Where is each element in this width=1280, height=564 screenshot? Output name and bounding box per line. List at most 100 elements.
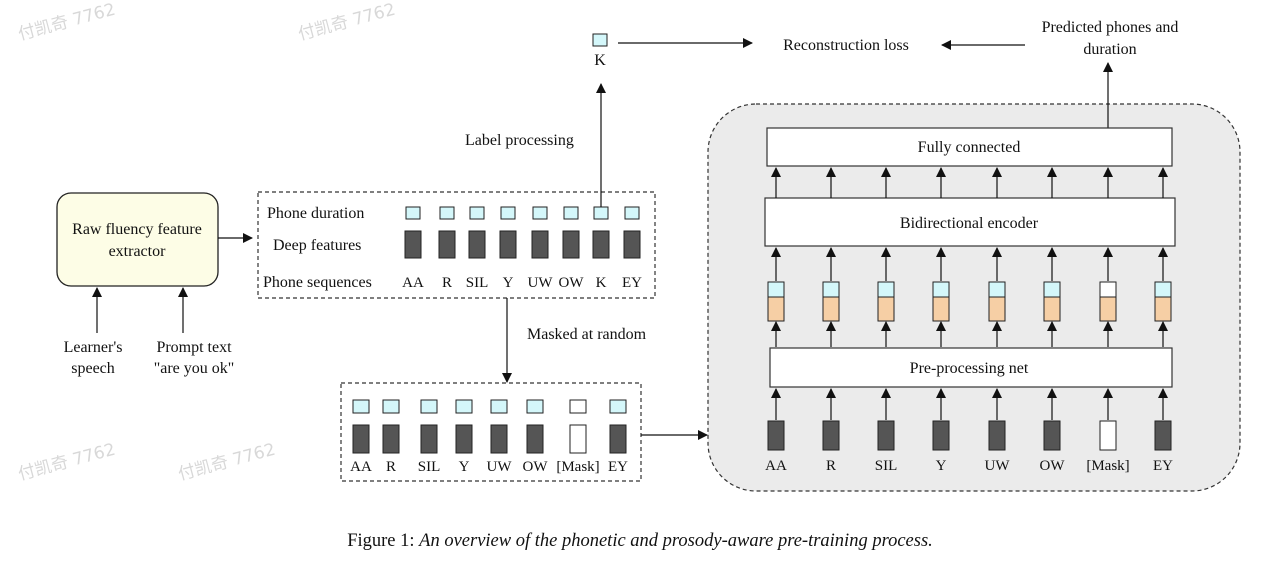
duration-embedding bbox=[932, 281, 950, 298]
phone-label: [Mask] bbox=[556, 459, 599, 475]
deep-feature-box bbox=[623, 230, 641, 259]
phone-duration-label: Phone duration bbox=[267, 205, 364, 222]
feature-embedding bbox=[822, 296, 840, 322]
feature-extractor-box bbox=[56, 192, 219, 287]
phone-label: Y bbox=[459, 459, 470, 475]
duration-embedding bbox=[822, 281, 840, 298]
phone-sequences-label: Phone sequences bbox=[263, 274, 372, 291]
reconstruction-loss: Reconstruction loss bbox=[783, 37, 909, 54]
phone-label: K bbox=[596, 275, 607, 291]
phone-duration-box bbox=[352, 399, 370, 414]
deep-features-label: Deep features bbox=[273, 237, 361, 254]
watermark-text: 付凯奇 7762 bbox=[16, 0, 117, 45]
phone-label: OW bbox=[1040, 458, 1066, 474]
phone-duration-box bbox=[563, 206, 579, 220]
input-feature-box bbox=[1043, 420, 1061, 451]
phone-label: AA bbox=[402, 275, 424, 291]
watermark-text: 付凯奇 7762 bbox=[16, 440, 117, 485]
masked-at-random-label: Masked at random bbox=[527, 326, 647, 343]
phone-label: UW bbox=[487, 459, 513, 475]
phone-duration-box bbox=[469, 206, 485, 220]
deep-feature-box bbox=[609, 424, 627, 454]
deep-feature-box bbox=[438, 230, 456, 259]
phone-duration-box bbox=[405, 206, 421, 220]
speech-label-line1: Learner's bbox=[64, 339, 123, 356]
phone-duration-box bbox=[532, 206, 548, 220]
duration-embedding bbox=[1154, 281, 1172, 298]
duration-embedding bbox=[877, 281, 895, 298]
masked-features-box bbox=[340, 382, 642, 482]
preprocessing-net bbox=[769, 347, 1173, 388]
duration-embedding bbox=[767, 281, 785, 298]
masked-input-box bbox=[1099, 420, 1117, 451]
phone-label: R bbox=[386, 459, 396, 475]
prompt-label-line1: Prompt text bbox=[156, 339, 232, 356]
feature-embedding bbox=[767, 296, 785, 322]
encoder-label: Bidirectional encoder bbox=[900, 215, 1039, 232]
feature-embedding bbox=[988, 296, 1006, 322]
phone-duration-box bbox=[490, 399, 508, 414]
phone-label: AA bbox=[765, 458, 787, 474]
phone-label: SIL bbox=[466, 275, 489, 291]
deep-feature-box bbox=[420, 424, 438, 454]
masked-duration-box bbox=[569, 399, 587, 414]
phone-label: EY bbox=[622, 275, 642, 291]
phone-label: SIL bbox=[418, 459, 441, 475]
phone-duration-box bbox=[593, 206, 609, 220]
phone-duration-box bbox=[624, 206, 640, 220]
feature-embedding bbox=[1154, 296, 1172, 322]
phone-duration-box bbox=[609, 399, 627, 414]
fully-connected-layer bbox=[766, 127, 1173, 167]
phone-duration-box bbox=[500, 206, 516, 220]
phone-label: OW bbox=[523, 459, 549, 475]
deep-feature-box bbox=[499, 230, 517, 259]
deep-feature-box bbox=[562, 230, 580, 259]
phone-label: R bbox=[442, 275, 452, 291]
phone-label: Y bbox=[503, 275, 514, 291]
input-feature-box bbox=[1154, 420, 1172, 451]
figure-caption: Figure 1: An overview of the phonetic an… bbox=[347, 531, 933, 551]
deep-feature-box bbox=[352, 424, 370, 454]
masked-feature-box bbox=[569, 424, 587, 454]
deep-feature-box bbox=[490, 424, 508, 454]
extractor-label-line2: extractor bbox=[109, 243, 167, 260]
phone-label: EY bbox=[608, 459, 628, 475]
speech-label-line2: speech bbox=[71, 360, 115, 377]
watermark-text: 付凯奇 7762 bbox=[176, 440, 277, 485]
input-feature-box bbox=[988, 420, 1006, 451]
caption-text: An overview of the phonetic and prosody-… bbox=[417, 531, 933, 551]
caption-prefix: Figure 1: bbox=[347, 531, 414, 551]
phone-label: UW bbox=[528, 275, 554, 291]
predicted-label-line2: duration bbox=[1083, 41, 1136, 58]
phone-duration-box bbox=[382, 399, 400, 414]
deep-feature-box bbox=[531, 230, 549, 259]
prompt-label-line2: "are you ok" bbox=[154, 360, 235, 377]
deep-feature-box bbox=[468, 230, 486, 259]
predicted-label-line1: Predicted phones and bbox=[1042, 19, 1179, 36]
bidirectional-encoder bbox=[764, 197, 1176, 247]
target-label: K bbox=[594, 52, 606, 69]
input-feature-box bbox=[767, 420, 785, 451]
feature-embedding bbox=[932, 296, 950, 322]
phone-label: R bbox=[826, 458, 836, 474]
phone-label: EY bbox=[1153, 458, 1173, 474]
deep-feature-box bbox=[455, 424, 473, 454]
input-feature-box bbox=[822, 420, 840, 451]
extractor-label-line1: Raw fluency feature bbox=[72, 221, 202, 238]
deep-feature-box bbox=[382, 424, 400, 454]
input-feature-box bbox=[877, 420, 895, 451]
features-box bbox=[257, 191, 656, 299]
feature-embedding bbox=[1099, 296, 1117, 322]
target-duration-box bbox=[592, 33, 608, 47]
phone-duration-box bbox=[526, 399, 544, 414]
input-feature-box bbox=[932, 420, 950, 451]
fully-connected-label: Fully connected bbox=[918, 139, 1021, 156]
phone-duration-box bbox=[420, 399, 438, 414]
feature-embedding bbox=[877, 296, 895, 322]
phone-duration-box bbox=[455, 399, 473, 414]
phone-duration-box bbox=[439, 206, 455, 220]
masked-duration-embedding bbox=[1099, 281, 1117, 298]
deep-feature-box bbox=[526, 424, 544, 454]
label-processing-text: Label processing bbox=[465, 132, 574, 149]
